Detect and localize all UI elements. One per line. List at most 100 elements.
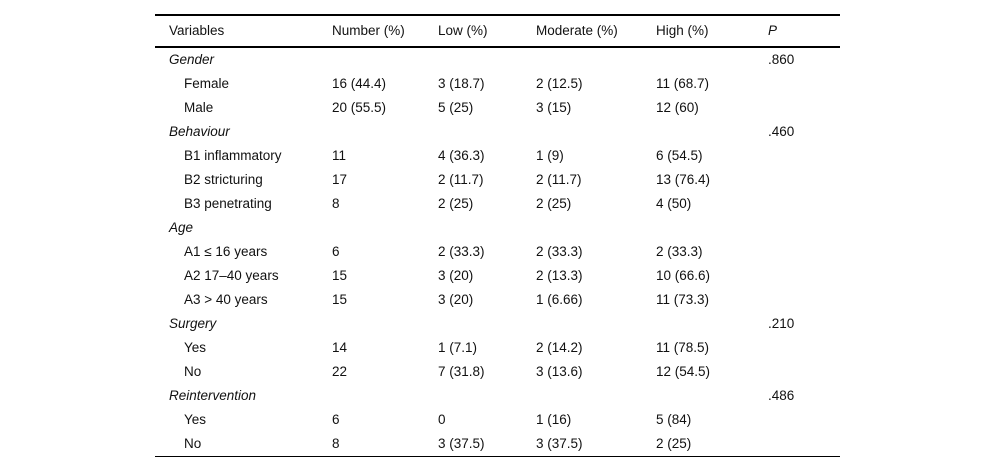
value-cell: 12 (54.5) [656, 363, 711, 379]
value-cell: 2 (25) [536, 195, 572, 211]
value-cell [438, 384, 536, 408]
value-cell: 8 [332, 435, 340, 451]
p-value-cell [768, 432, 840, 456]
group-row: Surgery .210 [155, 312, 840, 336]
p-value-cell [768, 144, 840, 168]
data-row: A2 17–40 years 15 3 (20) 2 (13.3) 10 (66.6) [155, 264, 840, 288]
value-cell [536, 216, 656, 240]
value-cell: 10 (66.6) [656, 267, 711, 283]
value-cell: 1 (7.1) [438, 339, 478, 355]
value-cell: 3 (37.5) [438, 435, 485, 451]
p-value-cell: .210 [768, 315, 795, 331]
value-cell: 14 [332, 339, 348, 355]
value-cell: 2 (33.3) [656, 243, 703, 259]
value-cell: 6 (54.5) [656, 147, 703, 163]
variable-label: Male [184, 99, 214, 115]
value-cell: 15 [332, 267, 348, 283]
value-cell [332, 384, 438, 408]
value-cell: 5 (84) [656, 411, 692, 427]
value-cell: 15 [332, 291, 348, 307]
statistics-table: Variables Number (%) Low (%) Moderate (%) Hi… [155, 14, 840, 458]
value-cell: 11 (73.3) [656, 291, 710, 307]
data-row: No 22 7 (31.8) 3 (13.6) 12 (54.5) [155, 360, 840, 384]
variable-label: A1 ≤ 16 years [184, 243, 268, 259]
value-cell: 17 [332, 171, 348, 187]
value-cell: 11 (78.5) [656, 339, 710, 355]
variable-label: Yes [184, 411, 207, 427]
value-cell [656, 120, 768, 144]
value-cell: 2 (11.7) [438, 171, 484, 187]
group-row: Behaviour .460 [155, 120, 840, 144]
column-header: Number (%) [332, 22, 405, 38]
value-cell: 2 (12.5) [536, 75, 583, 91]
p-value-cell [768, 288, 840, 312]
column-header: P [768, 22, 778, 38]
value-cell: 3 (20) [438, 267, 474, 283]
value-cell [332, 120, 438, 144]
value-cell [656, 48, 768, 72]
value-cell: 5 (25) [438, 99, 474, 115]
variable-label: Surgery [169, 315, 217, 331]
value-cell: 4 (50) [656, 195, 692, 211]
p-value-cell [768, 240, 840, 264]
value-cell: 3 (13.6) [536, 363, 583, 379]
value-cell [332, 216, 438, 240]
data-row: B3 penetrating 8 2 (25) 2 (25) 4 (50) [155, 192, 840, 216]
variable-label: Behaviour [169, 123, 230, 139]
group-row: Age [155, 216, 840, 240]
value-cell: 2 (13.3) [536, 267, 583, 283]
variable-label: No [184, 435, 202, 451]
table-body: Gender .860 Female 16 (44.4) 3 (18.7) 2 (12.5… [155, 48, 840, 456]
p-value-cell [768, 216, 840, 240]
variable-label: A3 > 40 years [184, 291, 268, 307]
p-value-cell [768, 264, 840, 288]
value-cell: 6 [332, 243, 340, 259]
variable-label: No [184, 363, 202, 379]
variable-label: B3 penetrating [184, 195, 272, 211]
table-top-rule [155, 14, 840, 16]
variable-label: B2 stricturing [184, 171, 263, 187]
value-cell [438, 48, 536, 72]
value-cell [438, 120, 536, 144]
value-cell: 11 (68.7) [656, 75, 710, 91]
data-row: Male 20 (55.5) 5 (25) 3 (15) 12 (60) [155, 96, 840, 120]
p-value-cell [768, 408, 840, 432]
p-value-cell [768, 192, 840, 216]
value-cell: 20 (55.5) [332, 99, 387, 115]
value-cell: 2 (25) [656, 435, 692, 451]
value-cell: 6 [332, 411, 340, 427]
value-cell: 1 (6.66) [536, 291, 583, 307]
value-cell [656, 384, 768, 408]
value-cell [536, 48, 656, 72]
value-cell: 3 (15) [536, 99, 572, 115]
data-row: A1 ≤ 16 years 6 2 (33.3) 2 (33.3) 2 (33.3) [155, 240, 840, 264]
value-cell: 2 (33.3) [536, 243, 583, 259]
value-cell: 2 (11.7) [536, 171, 582, 187]
table-header-rule [155, 45, 840, 48]
p-value-cell [768, 72, 840, 96]
p-value-cell [768, 336, 840, 360]
column-header: Low (%) [438, 22, 488, 38]
value-cell: 3 (18.7) [438, 75, 485, 91]
group-row: Gender .860 [155, 48, 840, 72]
value-cell: 0 [438, 411, 446, 427]
column-header: Variables [169, 22, 225, 38]
value-cell [332, 48, 438, 72]
variable-label: Female [184, 75, 230, 91]
p-value-cell: .486 [768, 387, 795, 403]
value-cell [438, 216, 536, 240]
value-cell: 2 (25) [438, 195, 474, 211]
variable-label: Gender [169, 51, 215, 67]
value-cell: 4 (36.3) [438, 147, 485, 163]
variable-label: Reintervention [169, 387, 257, 403]
p-value-cell [768, 96, 840, 120]
group-row: Reintervention .486 [155, 384, 840, 408]
value-cell [656, 216, 768, 240]
data-row: B1 inflammatory 11 4 (36.3) 1 (9) 6 (54.5) [155, 144, 840, 168]
p-value-cell [768, 168, 840, 192]
data-row: Yes 14 1 (7.1) 2 (14.2) 11 (78.5) [155, 336, 840, 360]
value-cell: 1 (16) [536, 411, 572, 427]
value-cell: 1 (9) [536, 147, 564, 163]
value-cell [332, 312, 438, 336]
